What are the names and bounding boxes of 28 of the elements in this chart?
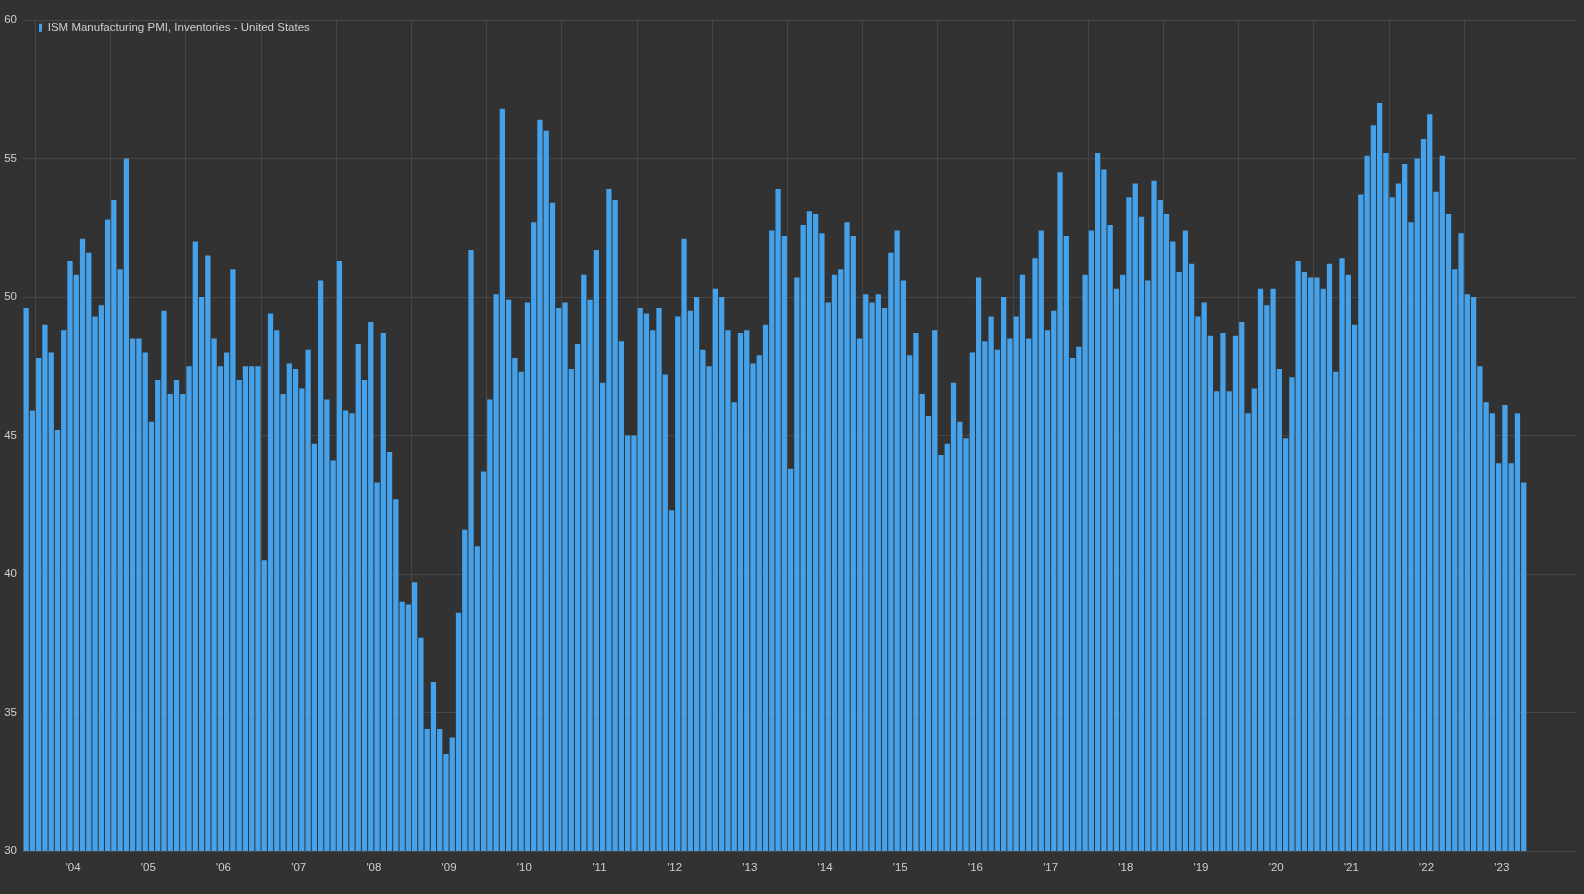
x-tick-label: '17 (1043, 861, 1059, 874)
x-tick-label: '20 (1268, 861, 1284, 874)
x-tick-label: '10 (516, 861, 532, 874)
x-tick-label: '12 (667, 861, 683, 874)
x-tick-label: '07 (291, 861, 307, 874)
x-tick-label: '14 (817, 861, 834, 874)
x-tick-label: '21 (1343, 861, 1359, 874)
x-tick-label: '19 (1193, 861, 1209, 874)
x-tick-label: '15 (892, 861, 908, 874)
legend-label: ISM Manufacturing PMI, Inventories - United States (47, 20, 311, 33)
y-tick-label: 40 (4, 567, 17, 580)
y-tick-label: 60 (4, 13, 17, 26)
x-tick-label: '23 (1494, 861, 1510, 874)
x-tick-label: '11 (592, 861, 607, 874)
y-tick-label: 35 (4, 705, 17, 718)
x-tick-label: '06 (216, 861, 232, 874)
x-tick-label: '09 (441, 861, 457, 874)
y-tick-label: 55 (4, 151, 17, 164)
x-tick-label: '16 (967, 861, 983, 874)
x-tick-label: '13 (742, 861, 758, 874)
x-tick-label: '05 (140, 861, 156, 874)
y-tick-label: 50 (4, 290, 17, 303)
x-tick-label: '08 (366, 861, 382, 874)
x-tick-label: '22 (1419, 861, 1435, 874)
y-tick-label: 45 (4, 428, 17, 441)
y-tick-label: 30 (4, 844, 17, 857)
x-tick-label: '18 (1118, 861, 1134, 874)
x-tick-label: '04 (65, 861, 82, 874)
